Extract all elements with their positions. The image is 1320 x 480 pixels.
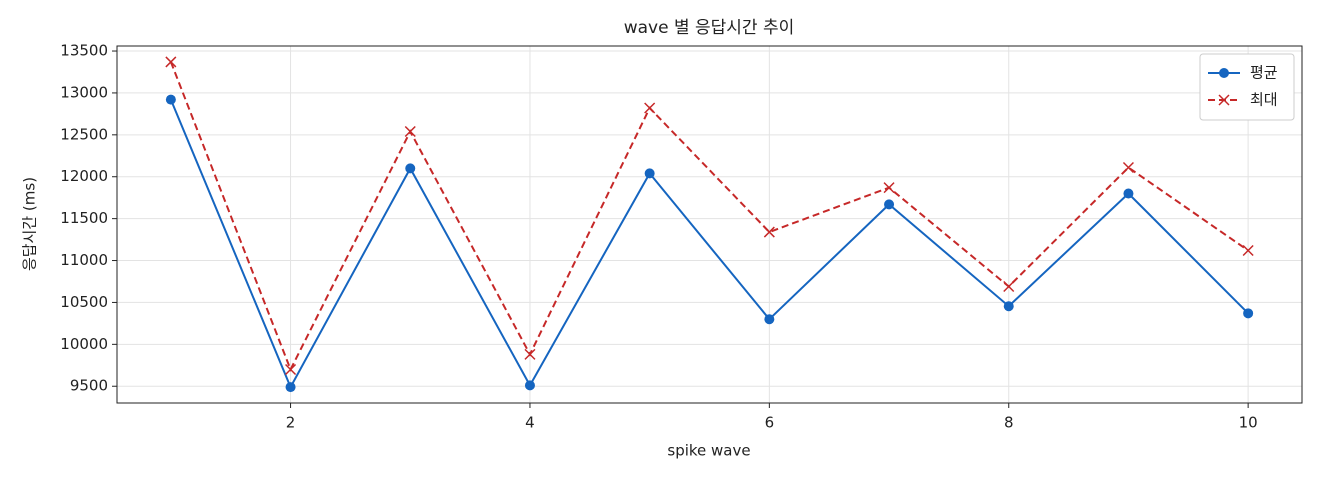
y-tick-label: 13000 [60, 83, 108, 101]
x-tick-label: 6 [765, 414, 775, 432]
y-tick-label: 13500 [60, 42, 108, 60]
series-line [169, 61, 1249, 372]
point [405, 163, 416, 174]
x-marker [524, 348, 536, 360]
y-tick-label: 10000 [60, 335, 108, 353]
y-tick-label: 11000 [60, 251, 108, 269]
x-marker [404, 125, 416, 138]
point [764, 314, 775, 325]
series-line [169, 99, 1249, 390]
point [1123, 188, 1134, 199]
y-tick-label: 9500 [70, 377, 108, 395]
x-tick-label: 8 [1004, 414, 1014, 432]
point [884, 199, 895, 210]
x-marker [644, 102, 656, 114]
x-marker [285, 363, 297, 376]
y-tick-label: 12000 [60, 167, 108, 185]
x-tick-label: 2 [286, 414, 296, 432]
point [644, 168, 655, 179]
legend-label: 평균 [1250, 64, 1278, 82]
chart-title: wave 별 응답시간 추이 [624, 18, 795, 38]
legend-marker [1219, 68, 1229, 78]
point [285, 382, 296, 393]
x-tick-label: 10 [1239, 414, 1258, 432]
x-marker [165, 56, 177, 68]
x-marker [883, 182, 895, 194]
x-marker [763, 226, 775, 238]
plot-frame [116, 45, 1303, 404]
x-marker [1122, 161, 1134, 174]
y-tick-label: 12500 [60, 125, 108, 143]
y-axis-label: 응답시간 (ms) [21, 177, 39, 271]
legend-box [1199, 53, 1295, 121]
x-marker [1003, 280, 1015, 293]
point [165, 94, 176, 105]
point [1003, 301, 1014, 312]
point [524, 380, 535, 391]
legend-label: 최대 [1250, 91, 1278, 109]
x-tick-label: 4 [525, 414, 535, 432]
x-marker [1242, 244, 1254, 257]
y-tick-label: 10500 [60, 293, 108, 311]
y-tick-label: 11500 [60, 209, 108, 227]
x-axis-label: spike wave [667, 442, 750, 460]
point [1243, 308, 1254, 319]
legend-marker [1218, 94, 1230, 106]
